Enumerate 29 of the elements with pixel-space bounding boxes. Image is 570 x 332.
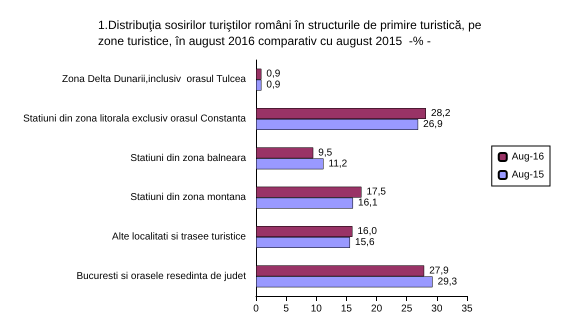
y-tick-label: Zona Delta Dunarii,inclusiv orasul Tulcea bbox=[62, 74, 246, 86]
data-label: 29,3 bbox=[438, 276, 458, 288]
data-label: 27,9 bbox=[429, 265, 450, 276]
x-tick-label: 5 bbox=[283, 304, 290, 314]
data-label: 15,6 bbox=[355, 237, 375, 248]
data-label: 26,9 bbox=[423, 119, 444, 130]
data-label: 11,2 bbox=[328, 158, 348, 170]
x-tick-label: 30 bbox=[431, 304, 443, 314]
y-tick-label: Bucuresti si orasele resedinta de judet bbox=[76, 270, 246, 282]
data-label: 17,5 bbox=[366, 186, 386, 198]
data-label: 9,5 bbox=[318, 147, 333, 158]
chart-title: 1.Distribuţia sosirilor turiştilor români în structurile de primire turistică, pe zone turistice, în august 2016 comparativ cu august 2015 -% - bbox=[98, 18, 485, 48]
data-label: 16,0 bbox=[357, 226, 378, 237]
x-tick-label: 15 bbox=[340, 304, 352, 314]
x-tick-label: 0 bbox=[253, 304, 260, 314]
legend-label: Aug-15 bbox=[512, 170, 544, 180]
y-tick-label: Statiuni din zona litorala exclusiv orasul Constanta bbox=[23, 114, 246, 124]
y-tick-label: Alte localitati si trasee turistice bbox=[112, 232, 246, 242]
data-label: 0,9 bbox=[266, 80, 281, 91]
x-tick-label: 35 bbox=[461, 304, 473, 314]
y-tick-label: Statiuni din zona montana bbox=[130, 192, 246, 204]
x-tick-label: 10 bbox=[310, 304, 322, 314]
data-label: 28,2 bbox=[431, 108, 451, 119]
data-label: 16,1 bbox=[358, 198, 378, 209]
data-label: 0,9 bbox=[266, 68, 281, 80]
x-tick-label: 20 bbox=[371, 304, 383, 314]
y-tick-label: Statiuni din zona balneara bbox=[130, 152, 246, 164]
x-tick-label: 25 bbox=[401, 304, 413, 314]
legend-label: Aug-16 bbox=[512, 152, 544, 162]
